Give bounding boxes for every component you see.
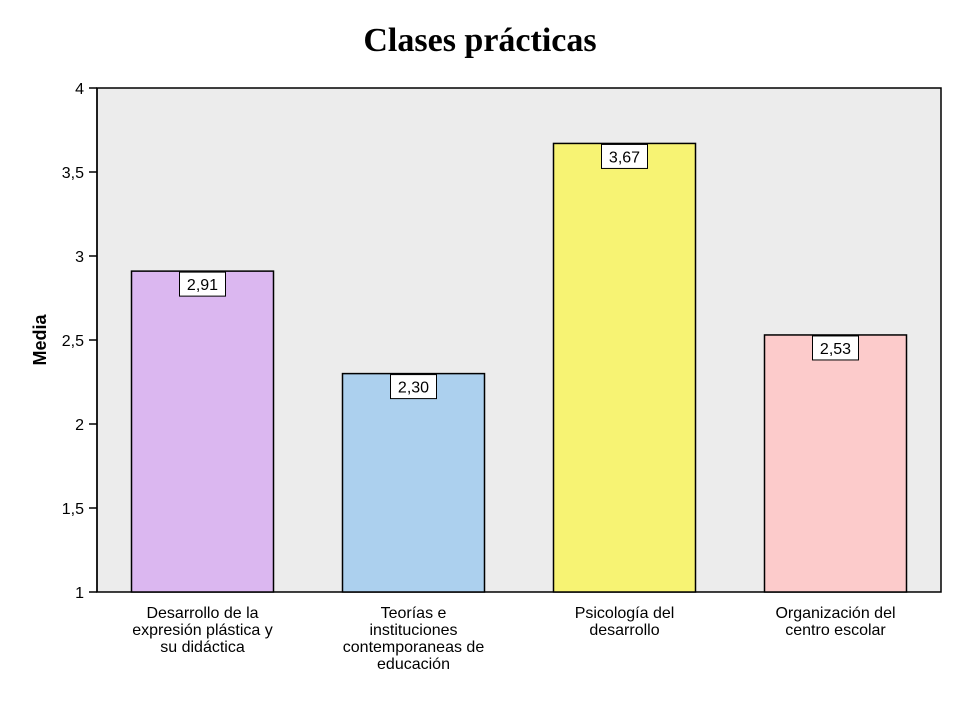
y-tick-label: 3,5 [62,165,84,182]
bar [341,372,486,593]
y-tick-label: 2,5 [62,333,84,350]
bar [763,334,908,593]
x-tick-label: Psicología del desarrollo [575,605,675,639]
bar [552,142,697,593]
bars: 2,91 2,30 3,67 2,53 [130,142,908,593]
data-label: 2,53 [820,341,851,358]
data-label-box [179,271,226,297]
y-tick-label: 1 [75,585,84,602]
x-tick-label: Organización del centro escolar [775,605,895,639]
x-tick-label: Desarrollo de la expresión plástica y su d… [132,605,273,656]
data-label-box [601,143,648,169]
y-tick-label: 3 [75,249,84,266]
data-label-box [390,374,437,400]
x-tick-label: Teorías e instituciones contemporaneas de e… [343,605,485,673]
y-tick-label: 2 [75,417,84,434]
data-label: 3,67 [609,149,640,166]
y-tick-label: 1,5 [62,501,84,518]
data-label: 2,91 [187,277,218,294]
y-axis-label: Media [30,314,50,366]
x-axis-labels: Desarrollo de la expresión plástica y su d… [132,605,895,673]
chart-title: Clases prácticas [363,22,597,59]
y-axis: 1 1,5 2 2,5 3 3,5 4 [62,81,97,602]
data-label: 2,30 [398,380,429,397]
y-tick-label: 4 [75,81,84,98]
data-label-box [812,335,859,361]
bar [130,270,275,593]
